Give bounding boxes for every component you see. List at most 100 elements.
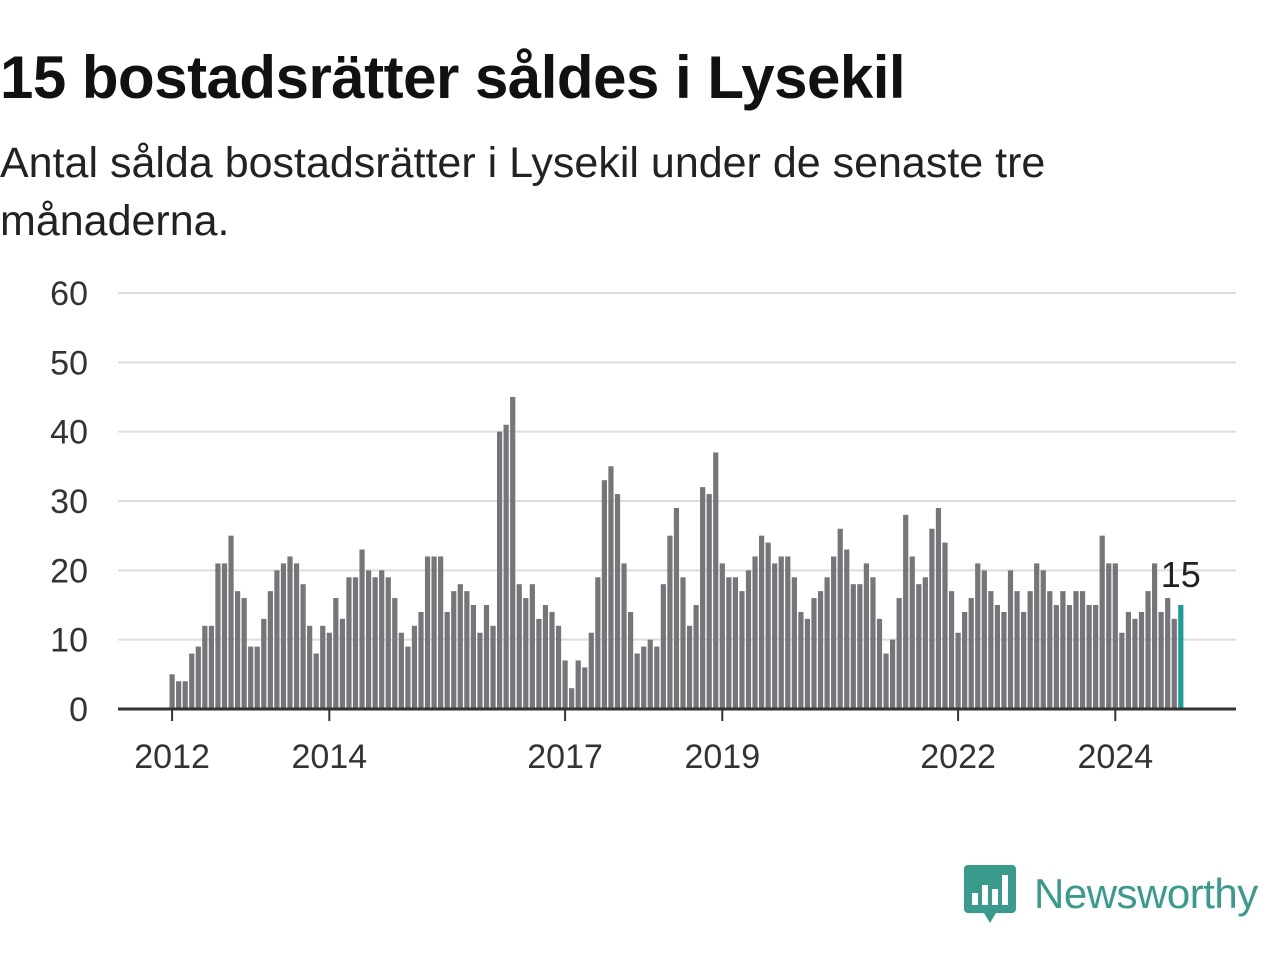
bar (686, 625, 693, 709)
bar (267, 591, 273, 709)
bar (785, 556, 791, 709)
bar (759, 535, 765, 709)
bar (595, 577, 601, 709)
bar (516, 584, 522, 709)
bar (647, 639, 653, 709)
bar (837, 528, 843, 709)
bar (483, 605, 490, 709)
bar (765, 542, 771, 709)
bar (1027, 591, 1033, 709)
y-tick-label: 50 (50, 344, 88, 382)
bar (660, 584, 666, 709)
newsworthy-logo: Newsworthy (964, 862, 1258, 926)
bar (398, 632, 404, 709)
bar (745, 570, 752, 709)
bar (542, 605, 549, 709)
bar (778, 556, 784, 709)
bar (680, 577, 686, 709)
bar (176, 681, 182, 709)
x-tick-label: 2014 (291, 738, 367, 776)
bar-chart-speech-bubble-icon (964, 865, 1016, 923)
bar-latest (1178, 605, 1184, 709)
bar (1152, 563, 1158, 709)
x-tick-label: 2019 (684, 738, 760, 776)
bar (411, 625, 418, 709)
bar (896, 598, 902, 709)
bar (667, 535, 673, 709)
bar (431, 556, 437, 709)
bar (994, 605, 1000, 709)
bar (752, 556, 758, 709)
bar (628, 611, 634, 709)
bar (614, 494, 621, 709)
bar (922, 577, 928, 709)
bar (575, 660, 581, 709)
y-tick-label: 0 (69, 691, 88, 729)
bar (601, 480, 607, 709)
bar (968, 598, 974, 709)
bar (287, 556, 293, 709)
bar (1093, 605, 1099, 709)
bar (490, 625, 496, 709)
bar (955, 632, 961, 709)
bar (1021, 611, 1027, 709)
bar (1047, 591, 1053, 709)
x-tick-label: 2022 (920, 738, 996, 776)
bar (477, 632, 483, 709)
x-tick-label: 2012 (134, 738, 210, 776)
bar (510, 397, 516, 709)
bar (215, 563, 221, 709)
bar (208, 625, 214, 709)
y-tick-label: 60 (50, 275, 88, 313)
bar (582, 667, 588, 709)
bar (1099, 535, 1105, 709)
bar (824, 577, 830, 709)
bar (850, 584, 856, 709)
bar (1040, 570, 1046, 709)
bar (497, 431, 503, 709)
bar (320, 625, 326, 709)
bar (673, 507, 680, 709)
bar (1165, 598, 1171, 709)
bar (942, 542, 948, 709)
bar (726, 577, 732, 709)
bar (948, 591, 955, 709)
bar (202, 625, 208, 709)
bar (588, 632, 594, 709)
bar (503, 424, 509, 709)
y-tick-label: 30 (50, 483, 88, 521)
bar (1007, 570, 1014, 709)
bar (235, 591, 241, 709)
bar (654, 646, 660, 709)
bar (641, 646, 647, 709)
bar (863, 563, 869, 709)
bar (706, 494, 712, 709)
y-tick-label: 40 (50, 414, 88, 452)
bar (300, 584, 306, 709)
bar (392, 598, 398, 709)
bar (189, 653, 195, 709)
bar (444, 611, 450, 709)
bar (372, 577, 378, 709)
bar (523, 598, 529, 709)
bar (739, 591, 745, 709)
bar (844, 549, 850, 709)
bar (274, 570, 280, 709)
chart-title: 15 bostadsrätter såldes i Lysekil (0, 44, 906, 111)
bar (261, 618, 267, 709)
bar (307, 625, 313, 709)
bar (326, 632, 332, 709)
bar (424, 556, 431, 709)
bar (1086, 605, 1092, 709)
bar (182, 681, 188, 709)
bar (713, 452, 719, 709)
bar (352, 577, 359, 709)
bar (379, 570, 385, 709)
bar (339, 618, 345, 709)
bar (1125, 611, 1131, 709)
bar (1073, 591, 1079, 709)
bar (248, 646, 254, 709)
bar (831, 556, 837, 709)
bar (798, 611, 804, 709)
bar (811, 598, 817, 709)
